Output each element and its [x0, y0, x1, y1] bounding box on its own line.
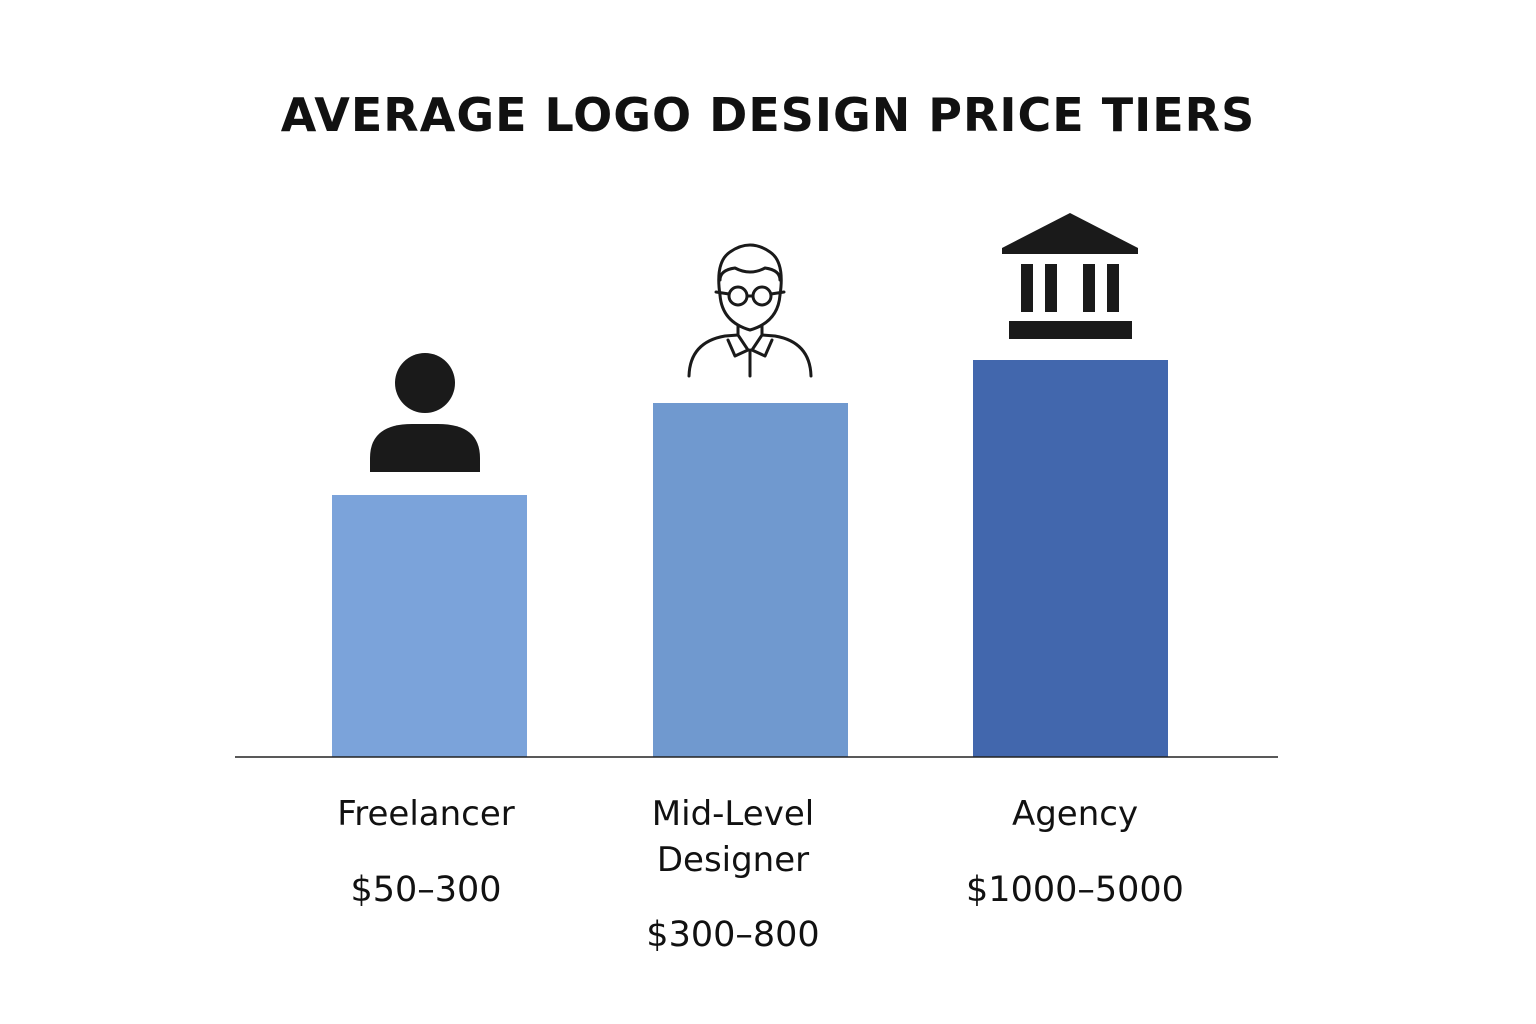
tier-price: $50–300 — [350, 870, 502, 910]
icon-designer — [687, 243, 813, 378]
tier: Agency $1000–5000 — [955, 791, 1195, 913]
chart-title: AVERAGE LOGO DESIGN PRICE TIERS — [280, 88, 1256, 142]
bar-freelancer — [332, 495, 527, 757]
bar-mid-level — [653, 403, 848, 757]
tier-price: $300–800 — [646, 915, 820, 955]
tier-name: Mid-Level Designer — [651, 794, 815, 880]
bar-agency — [973, 360, 1168, 757]
tier-price: $1000–5000 — [966, 870, 1184, 910]
icon-building — [1002, 213, 1138, 339]
icon-person — [370, 353, 480, 472]
tier: Mid-Level Designer $300–800 — [633, 791, 833, 958]
tier-name: Agency — [1011, 794, 1139, 834]
tier: Freelancer $50–300 — [306, 791, 546, 913]
tier-name: Freelancer — [337, 794, 515, 834]
